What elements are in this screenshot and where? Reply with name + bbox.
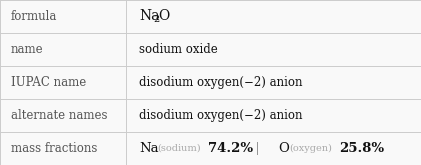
Text: 74.2%: 74.2% <box>208 142 253 155</box>
Text: (sodium): (sodium) <box>158 144 201 153</box>
Text: formula: formula <box>11 10 57 23</box>
Text: O: O <box>158 10 170 23</box>
Text: 25.8%: 25.8% <box>339 142 384 155</box>
Text: Na: Na <box>139 10 160 23</box>
Text: mass fractions: mass fractions <box>11 142 97 155</box>
Text: O: O <box>278 142 289 155</box>
Text: (oxygen): (oxygen) <box>289 144 332 153</box>
Text: disodium oxygen(−2) anion: disodium oxygen(−2) anion <box>139 76 302 89</box>
Text: alternate names: alternate names <box>11 109 107 122</box>
Text: 2: 2 <box>153 15 160 24</box>
Text: disodium oxygen(−2) anion: disodium oxygen(−2) anion <box>139 109 302 122</box>
Text: Na: Na <box>139 142 159 155</box>
Text: IUPAC name: IUPAC name <box>11 76 86 89</box>
Text: sodium oxide: sodium oxide <box>139 43 218 56</box>
Text: name: name <box>11 43 43 56</box>
Text: |: | <box>248 142 267 155</box>
